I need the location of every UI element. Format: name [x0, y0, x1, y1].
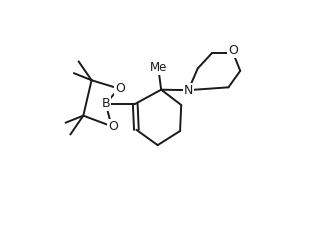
Text: B: B	[101, 97, 110, 110]
Text: N: N	[184, 84, 193, 97]
Text: Me: Me	[150, 61, 167, 74]
Text: O: O	[228, 44, 238, 57]
Text: O: O	[108, 120, 118, 133]
Text: O: O	[115, 82, 125, 95]
